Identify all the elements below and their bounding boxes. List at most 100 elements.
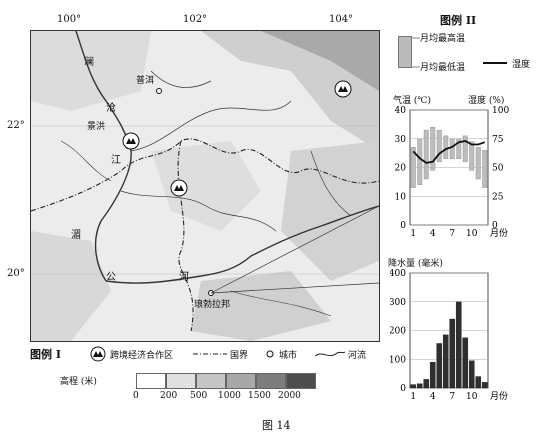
precip-bar (481, 382, 488, 389)
elev-tick-1500: 1500 (248, 391, 271, 401)
map-area: 澜 沧 江 湄 公 河 普洱 景洪 琅勃拉邦 (30, 30, 380, 342)
river-char-he: 河 (179, 272, 189, 283)
temp-left-tick: 40 (395, 106, 407, 116)
lon-label-100: 100° (57, 14, 82, 25)
legend-temp-bar (398, 36, 412, 68)
legend-humidity: 湿度 (512, 60, 531, 70)
legend-1: 图例 I 跨境经济合作区 国界 城市 河流 高程 (米) (30, 346, 378, 406)
precip-y-tick: 100 (390, 355, 406, 365)
legend-1-title: 图例 I (30, 348, 61, 361)
zone-icon-2 (170, 179, 188, 197)
precip-axis-label: 降水量 (毫米) (388, 259, 443, 269)
precip-bar (455, 301, 462, 389)
precip-bar (436, 343, 443, 389)
elev-tick-2000: 2000 (278, 391, 301, 401)
lon-label-102: 102° (183, 14, 208, 25)
precip-bar (429, 361, 436, 389)
elev-swatch-0 (136, 373, 166, 389)
temp-right-tick: 50 (492, 164, 504, 174)
elev-swatch-2 (196, 373, 226, 389)
precip-bar (416, 383, 423, 389)
temp-range-bar (410, 147, 416, 188)
river-char-lan: 澜 (84, 57, 94, 68)
map-svg (31, 31, 379, 341)
legend-city-symbol (266, 350, 274, 358)
legend-item-city: 城市 (279, 351, 298, 361)
temp-right-tick: 75 (492, 135, 504, 145)
city-dot-puer (156, 88, 162, 94)
precip-chart: 400 300 200 100 01 4 7 10 月份 (390, 269, 508, 402)
elev-tick-1000: 1000 (218, 391, 241, 401)
city-label-jinghong: 景洪 (87, 122, 106, 132)
precip-y-tick: 200 (390, 327, 406, 337)
elev-swatch-3 (226, 373, 256, 389)
legend-2-title: 图例 II (440, 14, 477, 27)
precip-bar (475, 376, 482, 389)
precip-bar (468, 360, 475, 389)
legend-bracket (412, 37, 420, 68)
temp-range-bar (436, 129, 442, 162)
precip-y-tick: 0 (400, 384, 406, 394)
precip-x-tick: 10 (466, 392, 478, 402)
precip-bar (442, 334, 449, 389)
elev-tick-0: 0 (133, 391, 139, 401)
pointer-line-precip (210, 282, 379, 294)
temp-x-tick: 1 (410, 229, 416, 239)
city-label-puer: 普洱 (136, 76, 155, 86)
precip-bar (449, 318, 456, 389)
temp-left-tick: 30 (395, 135, 407, 145)
legend-border-symbol (193, 353, 227, 355)
precip-y-tick: 300 (390, 298, 406, 308)
temp-x-tick: 10 (466, 229, 478, 239)
temp-left-tick: 20 (395, 164, 407, 174)
river-char-jiang: 江 (111, 155, 121, 166)
precip-x-tick: 1 (410, 392, 416, 402)
legend-elevation-label: 高程 (米) (60, 377, 97, 387)
precip-bar (423, 379, 430, 389)
temp-range-bar (475, 147, 481, 180)
relief-shading (31, 31, 379, 341)
temp-right-tick: 25 (492, 192, 504, 202)
pointer-line-temp (210, 205, 379, 294)
river-char-mei: 湄 (71, 230, 81, 241)
precip-bar (410, 384, 417, 389)
temp-range-bar (462, 135, 468, 162)
river-char-gong: 公 (106, 272, 116, 283)
river-char-cang: 沧 (106, 103, 116, 114)
legend-item-river: 河流 (348, 351, 367, 361)
temp-left-tick: 0 (400, 221, 406, 231)
temp-range-bar (469, 141, 475, 171)
national-border-2 (177, 140, 194, 332)
precip-bar (462, 337, 469, 389)
lon-label-104: 104° (329, 14, 354, 25)
temp-range-bar (456, 138, 462, 160)
temp-right-tick: 100 (492, 106, 509, 116)
temp-range-bar (430, 127, 436, 171)
temp-x-unit: 月份 (490, 227, 508, 239)
temp-right-axis-label: 湿度 (%) (468, 96, 505, 106)
temp-range-bar (449, 138, 455, 160)
zone-icon-3 (334, 80, 352, 98)
precip-x-unit: 月份 (490, 390, 508, 402)
legend-max-temp: 月均最高温 (420, 34, 466, 44)
lat-label-20: 20° (7, 268, 25, 279)
temp-range-bar (423, 129, 429, 180)
temp-range-bar (443, 135, 449, 160)
temp-left-axis-label: 气温 (℃) (393, 96, 431, 106)
rivers (60, 31, 379, 317)
temp-left-tick: 10 (395, 192, 407, 202)
temp-range-bar (482, 150, 488, 188)
legend-humidity-line (483, 62, 507, 64)
temp-range-bar (417, 138, 423, 185)
legend-zone-icon (90, 346, 106, 362)
humidity-line (412, 140, 486, 164)
legend-river-symbol (315, 351, 345, 357)
temp-right-tick: 0 (492, 221, 498, 231)
temp-x-tick: 7 (449, 229, 455, 239)
elev-swatch-5 (286, 373, 316, 389)
lat-label-22: 22° (7, 120, 25, 131)
national-border (31, 138, 379, 212)
zone-icon-1 (122, 132, 140, 150)
figure-caption: 图 14 (262, 419, 291, 432)
legend-min-temp: 月均最低温 (420, 63, 466, 73)
